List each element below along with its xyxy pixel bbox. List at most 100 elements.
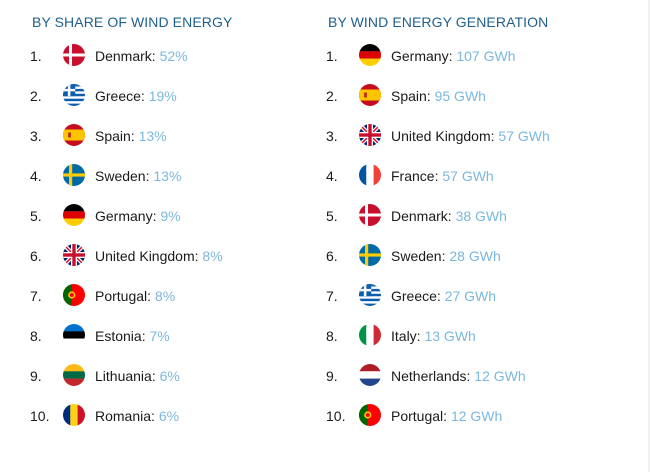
country-name: Netherlands: bbox=[391, 368, 471, 384]
country-entry: Germany: 9% bbox=[95, 208, 181, 224]
country-name: United Kingdom: bbox=[95, 248, 199, 264]
germany-flag-icon bbox=[359, 44, 381, 66]
country-name: Portugal: bbox=[391, 408, 448, 424]
country-entry: Germany: 107 GWh bbox=[391, 48, 516, 64]
country-value: 57 GWh bbox=[498, 128, 550, 144]
rank-number: 2. bbox=[326, 88, 338, 104]
country-entry: United Kingdom: 57 GWh bbox=[391, 128, 550, 144]
rank-number: 6. bbox=[30, 248, 42, 264]
country-value: 107 GWh bbox=[456, 48, 516, 64]
rank-number: 3. bbox=[30, 128, 42, 144]
country-entry: Greece: 27 GWh bbox=[391, 288, 496, 304]
country-value: 8% bbox=[154, 288, 176, 304]
country-value: 95 GWh bbox=[434, 88, 486, 104]
country-value: 6% bbox=[158, 408, 180, 424]
country-name: Romania: bbox=[95, 408, 155, 424]
country-value: 13% bbox=[138, 128, 167, 144]
denmark-flag-icon bbox=[63, 44, 85, 66]
country-name: Spain: bbox=[95, 128, 135, 144]
united-kingdom-flag-icon bbox=[63, 244, 85, 266]
rank-number: 7. bbox=[326, 288, 338, 304]
rank-number: 9. bbox=[326, 368, 338, 384]
germany-flag-icon bbox=[63, 204, 85, 226]
right-edge-divider bbox=[648, 0, 650, 472]
country-value: 57 GWh bbox=[442, 168, 494, 184]
spain-flag-icon bbox=[359, 84, 381, 106]
rank-number: 7. bbox=[30, 288, 42, 304]
estonia-flag-icon bbox=[63, 324, 85, 346]
country-value: 27 GWh bbox=[444, 288, 497, 304]
rank-number: 5. bbox=[30, 208, 42, 224]
country-entry: France: 57 GWh bbox=[391, 168, 494, 184]
rank-number: 8. bbox=[30, 328, 42, 344]
sweden-flag-icon bbox=[63, 164, 85, 186]
country-entry: Spain: 95 GWh bbox=[391, 88, 486, 104]
country-value: 52% bbox=[159, 48, 188, 64]
rank-number: 8. bbox=[326, 328, 338, 344]
country-name: Estonia: bbox=[95, 328, 146, 344]
country-name: Greece: bbox=[95, 88, 145, 104]
rank-number: 10. bbox=[30, 408, 50, 424]
country-value: 13% bbox=[153, 168, 182, 184]
country-name: Sweden: bbox=[95, 168, 150, 184]
country-value: 28 GWh bbox=[449, 248, 501, 264]
country-name: Sweden: bbox=[391, 248, 446, 264]
greece-flag-icon bbox=[359, 284, 381, 306]
country-name: Portugal: bbox=[95, 288, 152, 304]
generation-ranking-heading: BY WIND ENERGY GENERATION bbox=[328, 14, 549, 30]
country-entry: Lithuania: 6% bbox=[95, 368, 180, 384]
portugal-flag-icon bbox=[359, 404, 381, 426]
share-ranking-heading: BY SHARE OF WIND ENERGY bbox=[32, 14, 233, 30]
country-entry: Spain: 13% bbox=[95, 128, 167, 144]
rank-number: 1. bbox=[30, 48, 42, 64]
country-name: Germany: bbox=[95, 208, 157, 224]
country-value: 8% bbox=[202, 248, 223, 264]
romania-flag-icon bbox=[63, 404, 85, 426]
country-entry: Sweden: 28 GWh bbox=[391, 248, 501, 264]
lithuania-flag-icon bbox=[63, 364, 85, 386]
netherlands-flag-icon bbox=[359, 364, 381, 386]
country-value: 38 GWh bbox=[455, 208, 507, 224]
sweden-flag-icon bbox=[359, 244, 381, 266]
country-value: 13 GWh bbox=[424, 328, 476, 344]
country-name: Greece: bbox=[391, 288, 441, 304]
united-kingdom-flag-icon bbox=[359, 124, 381, 146]
italy-flag-icon bbox=[359, 324, 381, 346]
country-name: Lithuania: bbox=[95, 368, 156, 384]
country-name: Spain: bbox=[391, 88, 431, 104]
country-value: 12 GWh bbox=[450, 408, 503, 424]
country-name: France: bbox=[391, 168, 439, 184]
country-value: 6% bbox=[159, 368, 180, 384]
rank-number: 4. bbox=[326, 168, 338, 184]
country-value: 7% bbox=[149, 328, 170, 344]
rank-number: 2. bbox=[30, 88, 42, 104]
denmark-flag-icon bbox=[359, 204, 381, 226]
country-entry: Denmark: 52% bbox=[95, 48, 188, 64]
country-entry: Romania: 6% bbox=[95, 408, 179, 424]
country-entry: Portugal: 8% bbox=[95, 288, 175, 304]
country-name: Germany: bbox=[391, 48, 453, 64]
rank-number: 9. bbox=[30, 368, 42, 384]
country-entry: Netherlands: 12 GWh bbox=[391, 368, 526, 384]
portugal-flag-icon bbox=[63, 284, 85, 306]
france-flag-icon bbox=[359, 164, 381, 186]
rank-number: 3. bbox=[326, 128, 338, 144]
country-value: 9% bbox=[160, 208, 181, 224]
country-value: 12 GWh bbox=[474, 368, 526, 384]
country-entry: Portugal: 12 GWh bbox=[391, 408, 502, 424]
country-name: Italy: bbox=[391, 328, 421, 344]
country-value: 19% bbox=[148, 88, 177, 104]
rank-number: 10. bbox=[326, 408, 346, 424]
country-name: Denmark: bbox=[391, 208, 452, 224]
rank-number: 1. bbox=[326, 48, 338, 64]
country-name: Denmark: bbox=[95, 48, 156, 64]
country-entry: Sweden: 13% bbox=[95, 168, 181, 184]
country-name: United Kingdom: bbox=[391, 128, 495, 144]
country-entry: Italy: 13 GWh bbox=[391, 328, 476, 344]
greece-flag-icon bbox=[63, 84, 85, 106]
country-entry: Estonia: 7% bbox=[95, 328, 170, 344]
country-entry: Greece: 19% bbox=[95, 88, 177, 104]
rank-number: 6. bbox=[326, 248, 338, 264]
rank-number: 4. bbox=[30, 168, 42, 184]
rank-number: 5. bbox=[326, 208, 338, 224]
